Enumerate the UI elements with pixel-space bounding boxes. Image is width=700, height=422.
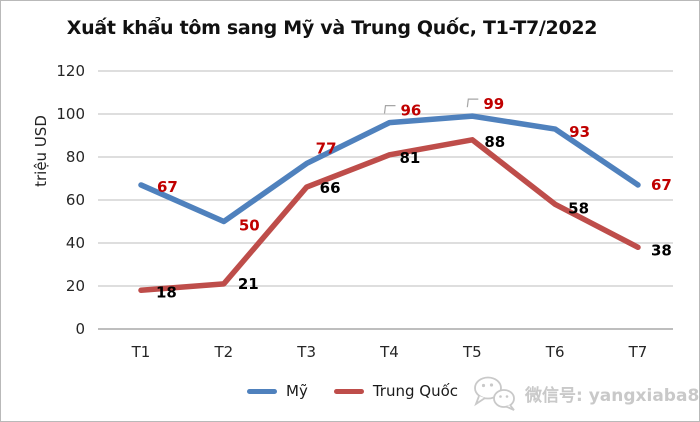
label-leader-line bbox=[466, 98, 479, 108]
data-label: 99 bbox=[483, 95, 504, 113]
data-label: 77 bbox=[316, 139, 337, 157]
y-tick-label: 60 bbox=[66, 191, 85, 209]
legend-swatch-my bbox=[247, 388, 277, 394]
x-tick-label: T5 bbox=[462, 343, 482, 361]
y-axis-title: triệu USD bbox=[32, 115, 50, 187]
watermark: 微信号: yangxiaba888 bbox=[473, 375, 700, 411]
data-label: 81 bbox=[399, 149, 420, 167]
data-label: 38 bbox=[651, 241, 672, 259]
data-label: 50 bbox=[239, 217, 260, 235]
y-tick-label: 0 bbox=[75, 320, 85, 338]
y-tick-label: 100 bbox=[56, 105, 85, 123]
x-tick-label: T4 bbox=[379, 343, 399, 361]
legend-swatch-trung-quoc bbox=[333, 388, 364, 394]
y-tick-label: 120 bbox=[56, 62, 85, 80]
x-tick-label: T2 bbox=[213, 343, 233, 361]
data-label: 66 bbox=[320, 179, 341, 197]
watermark-text: 微信号: yangxiaba888 bbox=[525, 385, 700, 406]
x-tick-label: T1 bbox=[131, 343, 151, 361]
series-line-0 bbox=[138, 113, 641, 225]
series-line-1 bbox=[138, 137, 641, 294]
wechat-icon bbox=[474, 376, 515, 411]
legend-label-my: Mỹ bbox=[286, 382, 308, 400]
data-label: 67 bbox=[157, 178, 178, 196]
data-label: 21 bbox=[238, 275, 259, 293]
y-tick-label: 40 bbox=[66, 234, 85, 252]
x-tick-label: T7 bbox=[628, 343, 648, 361]
y-tick-label: 80 bbox=[66, 148, 85, 166]
data-label: 88 bbox=[484, 133, 505, 151]
data-label: 58 bbox=[568, 199, 589, 217]
data-label: 67 bbox=[651, 176, 672, 194]
x-tick-label: T3 bbox=[296, 343, 316, 361]
y-tick-label: 20 bbox=[66, 277, 85, 295]
label-leader-line bbox=[383, 104, 396, 114]
legend: Mỹ Trung Quốc bbox=[247, 382, 458, 400]
chart-title: Xuất khẩu tôm sang Mỹ và Trung Quốc, T1-… bbox=[66, 17, 598, 39]
legend-label-trung-quoc: Trung Quốc bbox=[372, 382, 458, 400]
legend-item-trung-quoc: Trung Quốc bbox=[333, 382, 458, 400]
data-label: 18 bbox=[156, 283, 177, 301]
data-label: 96 bbox=[400, 102, 421, 120]
data-label: 93 bbox=[569, 123, 590, 141]
legend-item-my: Mỹ bbox=[247, 382, 308, 400]
x-tick-label: T6 bbox=[545, 343, 565, 361]
